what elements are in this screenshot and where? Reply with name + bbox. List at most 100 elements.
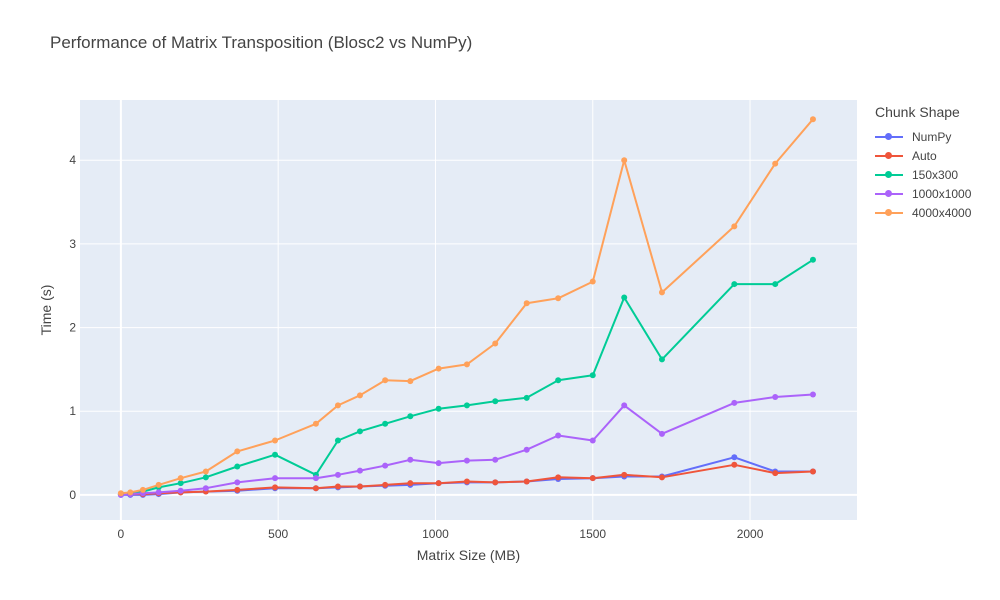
data-point — [589, 278, 596, 285]
data-point — [177, 480, 184, 487]
data-point — [407, 456, 414, 463]
legend-item[interactable]: 150x300 — [875, 165, 971, 184]
gridlines — [80, 100, 857, 520]
series-line-auto — [120, 463, 814, 496]
data-point — [731, 223, 738, 230]
y-tick-label: 4 — [69, 153, 76, 167]
data-point — [492, 479, 499, 486]
data-point — [202, 474, 209, 481]
data-point — [202, 468, 209, 475]
x-tick-label: 0 — [118, 527, 125, 541]
data-point — [621, 402, 628, 409]
data-point — [334, 471, 341, 478]
legend-swatch — [875, 131, 903, 143]
data-point — [731, 454, 738, 461]
legend-swatch — [875, 150, 903, 162]
data-point — [809, 468, 816, 475]
data-point — [407, 480, 414, 487]
legend-item[interactable]: Auto — [875, 146, 971, 165]
data-point — [492, 456, 499, 463]
data-point — [407, 413, 414, 420]
data-point — [463, 361, 470, 368]
legend-swatch — [875, 207, 903, 219]
data-point — [589, 437, 596, 444]
legend-label: Auto — [912, 148, 937, 163]
data-point — [589, 475, 596, 482]
data-point — [621, 471, 628, 478]
legend-item[interactable]: NumPy — [875, 127, 971, 146]
data-point — [234, 463, 241, 470]
data-point — [523, 300, 530, 307]
data-point — [382, 462, 389, 469]
data-point — [356, 428, 363, 435]
data-point — [334, 402, 341, 409]
data-point — [809, 116, 816, 123]
series-lines — [120, 118, 814, 496]
data-point — [356, 483, 363, 490]
data-point — [435, 460, 442, 467]
data-point — [772, 394, 779, 401]
data-point — [155, 481, 162, 488]
data-point — [177, 487, 184, 494]
x-axis-title: Matrix Size (MB) — [417, 547, 520, 563]
x-tick-label: 2000 — [737, 527, 764, 541]
data-point — [272, 475, 279, 482]
data-point — [272, 484, 279, 491]
data-point — [382, 377, 389, 384]
data-point — [523, 478, 530, 485]
x-tick-label: 1500 — [579, 527, 606, 541]
legend-swatch — [875, 188, 903, 200]
data-point — [589, 372, 596, 379]
data-point — [382, 420, 389, 427]
data-point — [555, 295, 562, 302]
data-point — [234, 448, 241, 455]
data-point — [523, 394, 530, 401]
data-point — [127, 489, 134, 496]
data-point — [463, 402, 470, 409]
data-point — [658, 289, 665, 296]
data-point — [492, 398, 499, 405]
data-point — [202, 485, 209, 492]
x-tick-label: 500 — [268, 527, 288, 541]
data-point — [772, 281, 779, 288]
x-tick-labels: 0 500 1000 1500 2000 — [118, 527, 764, 541]
legend-item[interactable]: 4000x4000 — [875, 203, 971, 222]
plot-area — [80, 100, 857, 520]
data-point — [658, 356, 665, 363]
data-point — [356, 467, 363, 474]
legend-swatch — [875, 169, 903, 181]
data-point — [117, 490, 124, 497]
data-point — [356, 392, 363, 399]
x-tick-label: 1000 — [422, 527, 449, 541]
data-point — [272, 451, 279, 458]
legend: Chunk Shape NumPy Auto 150x300 1000x1000 400… — [875, 104, 971, 222]
data-point — [155, 489, 162, 496]
data-point — [555, 474, 562, 481]
data-point — [809, 391, 816, 398]
data-point — [658, 474, 665, 481]
y-tick-label: 3 — [69, 237, 76, 251]
data-point — [555, 377, 562, 384]
data-point — [772, 160, 779, 167]
data-point — [407, 378, 414, 385]
series-line-1000x1000 — [120, 393, 814, 496]
data-point — [435, 480, 442, 487]
data-point — [312, 475, 319, 482]
data-point — [177, 475, 184, 482]
data-point — [621, 294, 628, 301]
chart-title: Performance of Matrix Transposition (Blo… — [50, 33, 473, 52]
y-tick-label: 0 — [69, 488, 76, 502]
data-point — [658, 430, 665, 437]
legend-item[interactable]: 1000x1000 — [875, 184, 971, 203]
data-point — [435, 365, 442, 372]
legend-items: NumPy Auto 150x300 1000x1000 4000x4000 — [875, 127, 971, 222]
data-point — [731, 281, 738, 288]
series-line-4000x4000 — [120, 118, 814, 495]
data-point — [312, 420, 319, 427]
data-point — [772, 470, 779, 477]
y-axis-title: Time (s) — [38, 285, 54, 336]
data-point — [435, 405, 442, 412]
legend-label: 150x300 — [912, 167, 959, 182]
data-point — [555, 432, 562, 439]
legend-label: 1000x1000 — [912, 186, 972, 201]
